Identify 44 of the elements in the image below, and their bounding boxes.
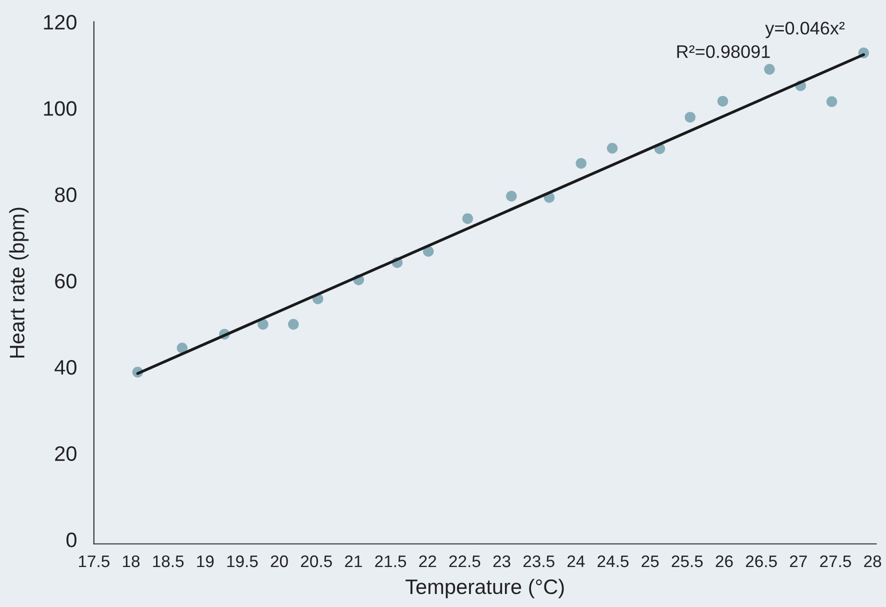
y-tick-label: 80 bbox=[54, 187, 76, 202]
y-tick-label: 40 bbox=[54, 360, 76, 375]
point bbox=[764, 64, 775, 75]
x-tick-label: 21.5 bbox=[375, 555, 406, 568]
x-axis-title: Temperature (°C) bbox=[406, 578, 564, 598]
x-tick-label: 20.5 bbox=[301, 555, 332, 568]
x-tick-label: 19 bbox=[197, 555, 214, 568]
annotation: R²=0.98091 bbox=[677, 45, 770, 58]
x-tick-label: 24 bbox=[567, 555, 585, 568]
point bbox=[258, 318, 268, 330]
point bbox=[576, 158, 586, 169]
x-tick-label: 22 bbox=[419, 555, 436, 568]
y-axis-title: Heart rate (bpm) bbox=[9, 208, 29, 358]
x-tick-label: 27.5 bbox=[820, 555, 851, 568]
y-tick-label: 100 bbox=[44, 101, 76, 116]
y-tick-label: 20 bbox=[55, 446, 76, 462]
x-tick-label: 19.5 bbox=[227, 555, 258, 568]
point bbox=[462, 213, 474, 224]
x-tick-label: 25 bbox=[642, 555, 659, 568]
x-tick-label: 18 bbox=[122, 555, 140, 568]
x-tick-label: 17.5 bbox=[78, 556, 110, 568]
point bbox=[606, 142, 618, 154]
point bbox=[506, 190, 517, 202]
y-tick-label: 120 bbox=[44, 14, 76, 30]
x-tick-label: 26.5 bbox=[746, 555, 777, 568]
x-tick-label: 27 bbox=[790, 555, 807, 568]
x-tick-label: 18.5 bbox=[153, 555, 184, 568]
point bbox=[288, 318, 299, 330]
x-tick-label: 20 bbox=[270, 555, 288, 568]
y-tick-label: 0 bbox=[66, 532, 76, 548]
point bbox=[176, 342, 188, 354]
x-tick-label: 23.5 bbox=[523, 555, 554, 568]
x-tick-label: 21 bbox=[345, 555, 362, 568]
x-tick-label: 28 bbox=[864, 555, 882, 568]
x-tick-label: 25.5 bbox=[672, 555, 703, 568]
annotation: y=0.046x² bbox=[765, 22, 845, 38]
x-tick-label: 24.5 bbox=[598, 555, 629, 568]
x-tick-label: 26 bbox=[716, 555, 733, 568]
x-tick-label: 22.5 bbox=[449, 555, 480, 568]
point bbox=[826, 96, 838, 108]
point bbox=[717, 96, 728, 107]
x-tick-label: 23 bbox=[493, 555, 510, 568]
point bbox=[684, 112, 696, 123]
y-tick-label: 60 bbox=[55, 274, 76, 288]
